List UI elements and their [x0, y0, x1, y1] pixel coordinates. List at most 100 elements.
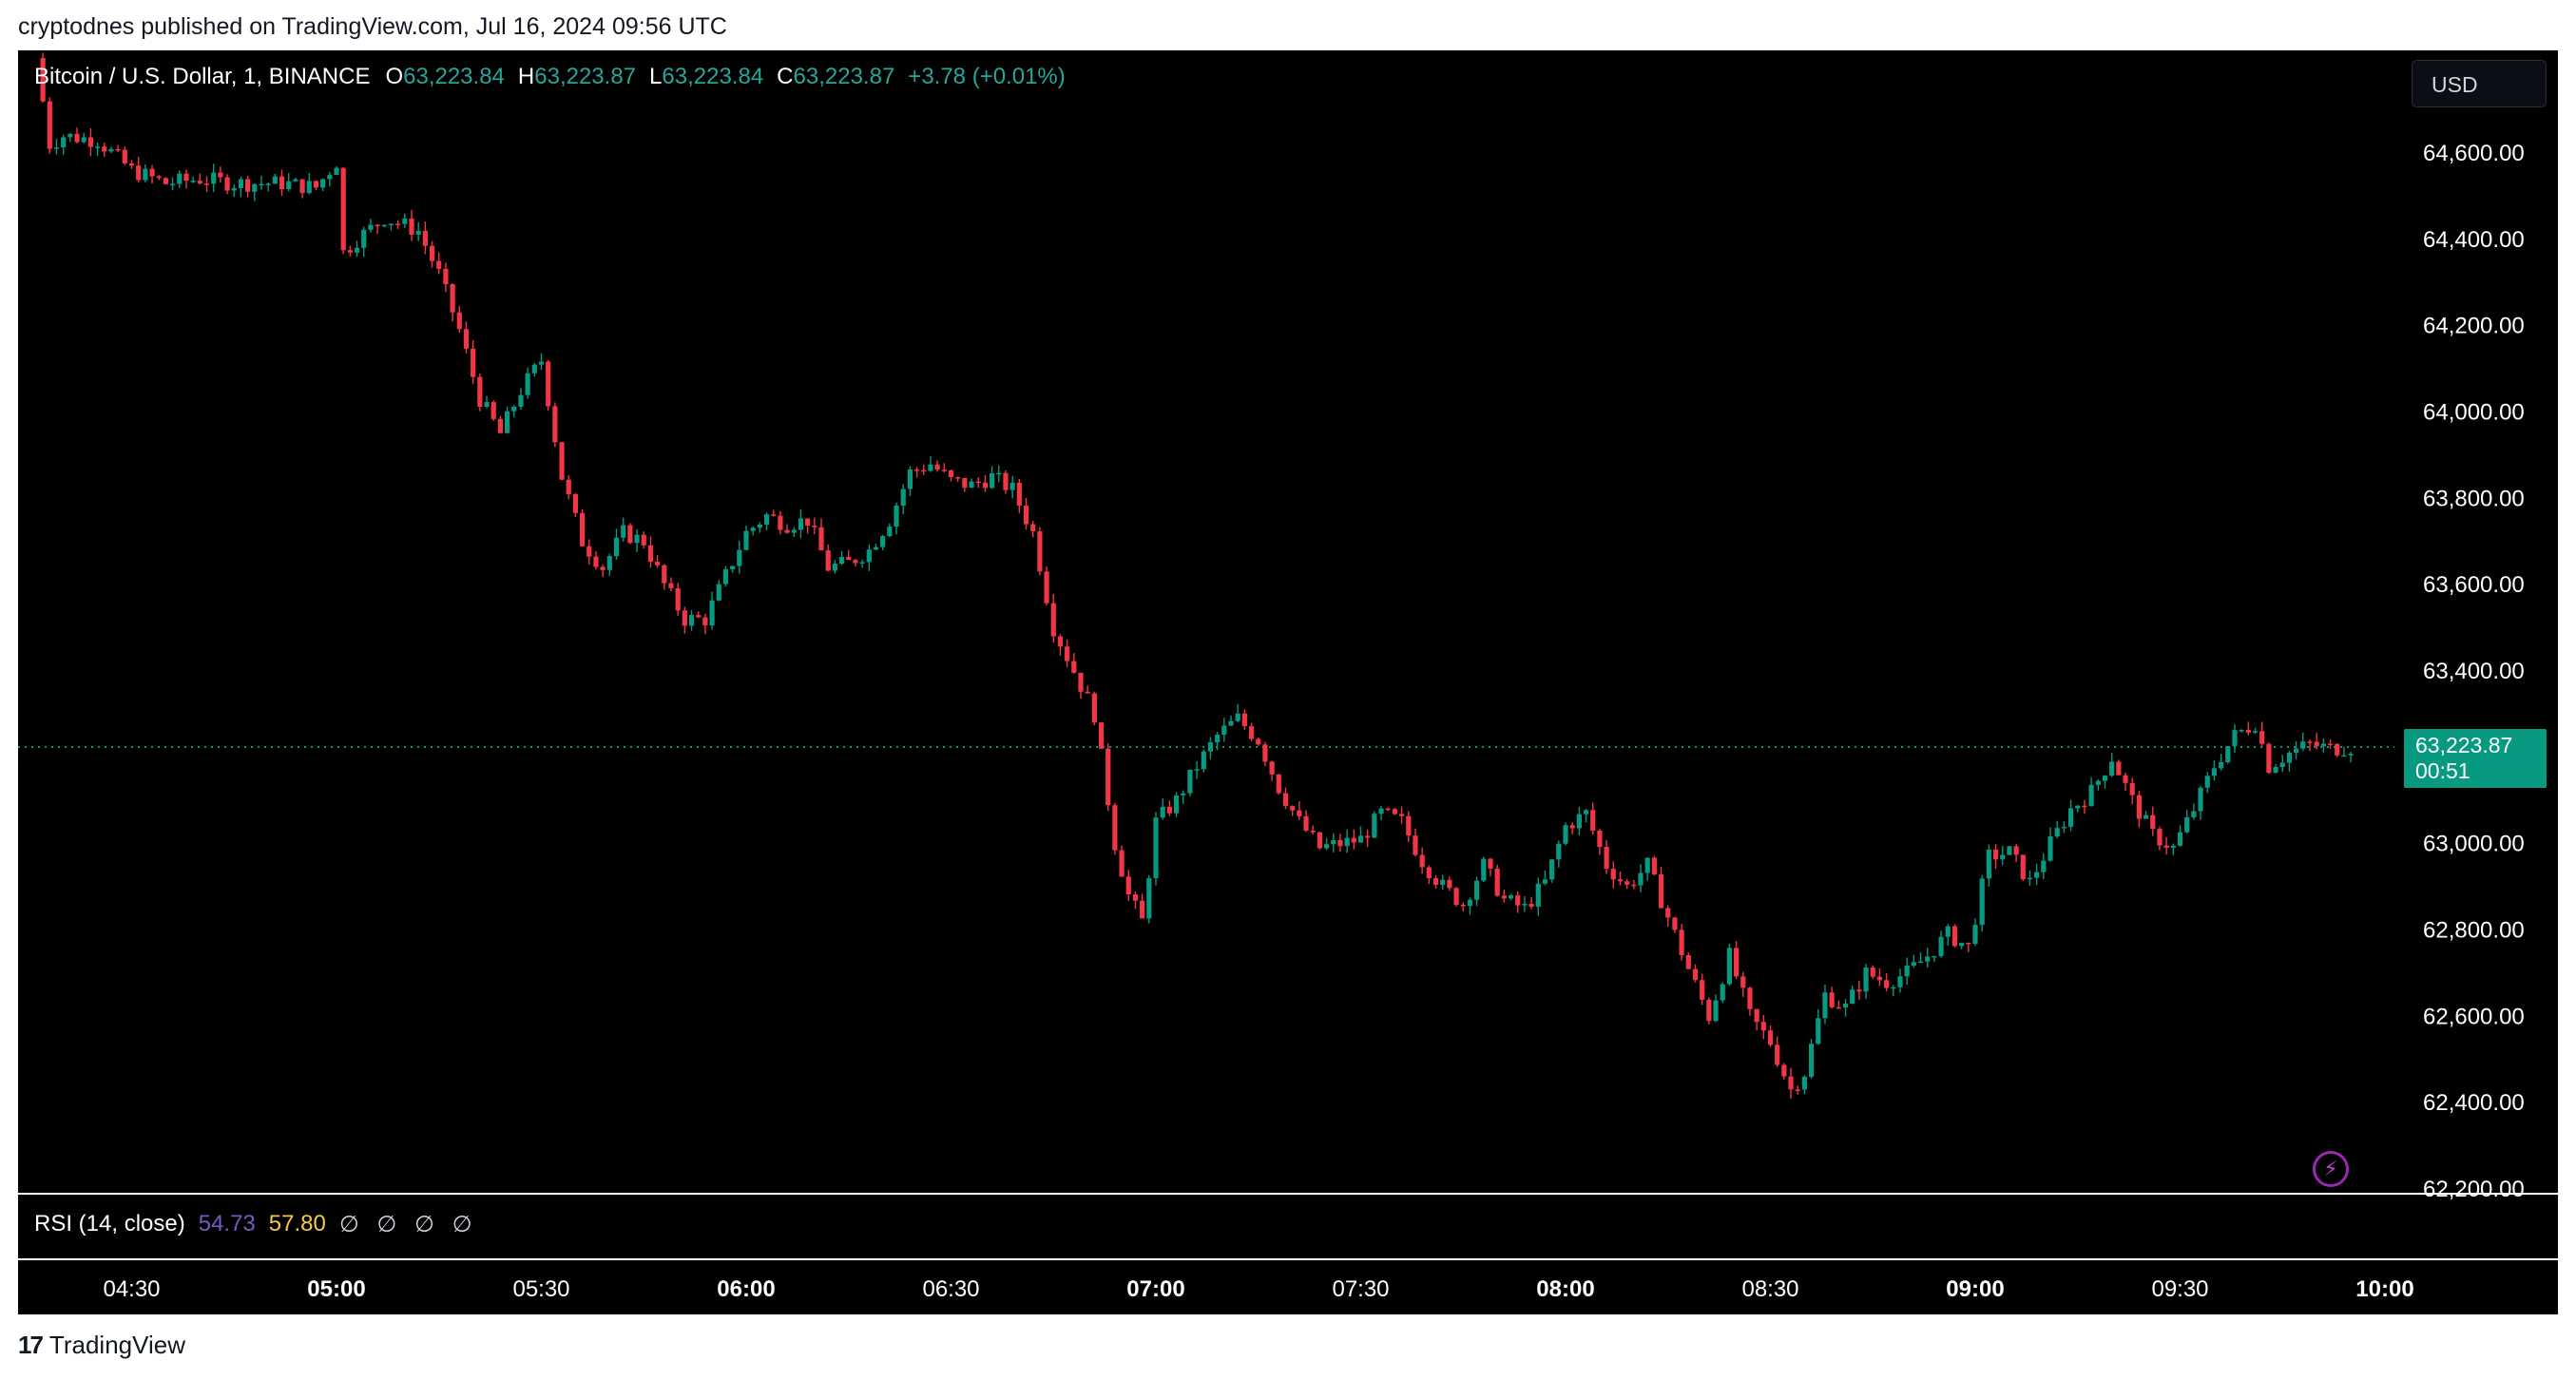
candle: [2320, 738, 2326, 754]
candle: [1863, 964, 1869, 1000]
candle: [1713, 994, 1719, 1023]
candle: [47, 97, 52, 154]
candle-body: [907, 469, 913, 489]
candle: [1747, 987, 1753, 1016]
candle-body: [928, 464, 933, 471]
candle: [866, 544, 872, 571]
price-tick-label: 63,400.00: [2423, 659, 2525, 684]
candle-body: [1392, 809, 1398, 815]
candle-body: [1925, 956, 1931, 962]
candle: [805, 518, 811, 534]
candle: [600, 565, 606, 578]
candle: [1651, 855, 1657, 876]
candle-body: [2279, 762, 2285, 768]
candle: [771, 509, 777, 517]
candle-body: [1597, 830, 1603, 848]
candle-body: [784, 529, 790, 533]
candle: [2150, 806, 2156, 836]
candle-body: [203, 183, 210, 185]
candle-body: [1235, 713, 1240, 721]
price-tick-label: 64,000.00: [2423, 400, 2525, 426]
candle-body: [456, 312, 462, 330]
candle-body: [1801, 1076, 1808, 1090]
candle-body: [2225, 746, 2231, 762]
candle: [1440, 874, 1446, 891]
candle-body: [566, 479, 571, 494]
candle-body: [647, 545, 654, 563]
candle-body: [2157, 829, 2163, 846]
candle-body: [696, 615, 702, 618]
candle-body: [340, 167, 346, 251]
last-price-value: 63,223.87: [2415, 733, 2513, 757]
candle: [1044, 566, 1049, 606]
candlestick-chart[interactable]: 64,600.00 64,400.00 64,200.00 64,000.00 63,8…: [18, 50, 2558, 1314]
candle-body: [1419, 854, 1425, 868]
candle: [1201, 749, 1206, 773]
candle-body: [1959, 942, 1965, 947]
symbol-title[interactable]: Bitcoin / U.S. Dollar, 1, BINANCE: [34, 64, 371, 89]
tradingview-brand[interactable]: 17 TradingView: [18, 1331, 185, 1360]
candle: [1795, 1085, 1800, 1095]
candle-body: [621, 525, 626, 538]
candle: [928, 456, 933, 472]
candle-body: [2327, 743, 2334, 746]
candle-body: [1105, 748, 1111, 806]
candle-body: [737, 549, 742, 566]
candle: [1297, 801, 1302, 820]
candle-body: [2000, 854, 2006, 860]
candle: [1822, 984, 1828, 1025]
chart-frame[interactable]: 64,600.00 64,400.00 64,200.00 64,000.00 63,8…: [18, 50, 2558, 1314]
candle-body: [1569, 825, 1575, 829]
candle: [627, 523, 633, 545]
publish-info: cryptodnes published on TradingView.com,…: [18, 13, 727, 40]
time-axis[interactable]: 04:30 05:00 05:30 06:00 06:30 07:00 07:30 08:00…: [103, 1276, 2413, 1302]
candle-body: [1085, 691, 1090, 694]
candle: [580, 508, 586, 547]
candle-body: [415, 230, 421, 235]
candle: [2027, 871, 2033, 887]
candle: [1767, 1025, 1774, 1047]
rsi-legend[interactable]: RSI (14, close) 54.73 57.80 ∅ ∅ ∅ ∅: [34, 1211, 477, 1238]
candle-body: [1979, 878, 1985, 926]
candle-body: [1432, 877, 1439, 885]
candle-body: [286, 181, 292, 190]
candle: [662, 564, 667, 590]
candle: [1658, 867, 1664, 909]
candle: [183, 169, 189, 189]
candle-body: [1692, 968, 1699, 981]
candle-body: [1065, 646, 1070, 661]
candle: [2095, 779, 2101, 791]
candle: [313, 180, 319, 191]
candle-body: [1986, 849, 1991, 879]
candle-body: [1932, 955, 1937, 958]
candle-body: [252, 183, 258, 192]
candle-body: [2123, 775, 2128, 783]
candle-body: [682, 610, 687, 626]
candle: [190, 176, 196, 183]
candle: [750, 526, 756, 536]
currency-selector[interactable]: USD: [2412, 60, 2547, 107]
candle-body: [1385, 808, 1391, 811]
candle: [2252, 727, 2259, 735]
candle: [81, 132, 87, 144]
candle: [763, 512, 770, 530]
candle: [108, 146, 114, 154]
candle: [1406, 811, 1412, 842]
candle: [224, 174, 230, 195]
candle: [2007, 846, 2012, 855]
price-axis[interactable]: 64,600.00 64,400.00 64,200.00 64,000.00 63,8…: [2423, 141, 2525, 1202]
candle-body: [675, 587, 681, 611]
candle: [40, 52, 46, 103]
lightning-icon[interactable]: ⚡: [2313, 1151, 2349, 1187]
candle-body: [511, 406, 517, 412]
candle-body: [1241, 713, 1247, 727]
candle: [1740, 971, 1746, 998]
candle-body: [1003, 472, 1009, 490]
candle: [1337, 834, 1343, 853]
candle-body: [81, 137, 87, 143]
candle-body: [2191, 811, 2197, 817]
candle-body: [388, 223, 394, 225]
candle: [2136, 790, 2142, 828]
candle: [832, 560, 837, 574]
candle: [497, 415, 503, 433]
